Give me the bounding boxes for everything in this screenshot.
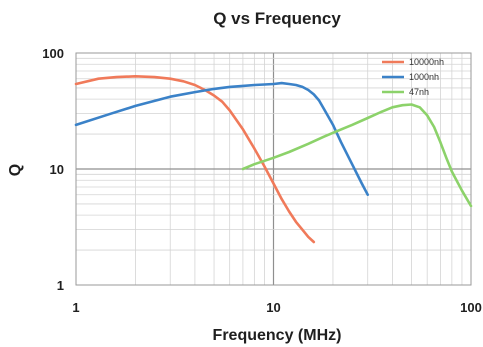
plot-frame: [75, 52, 472, 286]
y-tick-label: 10: [50, 162, 64, 177]
x-axis-label: Frequency (MHz): [213, 327, 342, 344]
series-line-47nh: [241, 103, 473, 208]
series-line-10000nh: [74, 75, 316, 244]
series-line-1000nh: [74, 81, 369, 196]
chart-title: Q vs Frequency: [213, 9, 341, 28]
legend-label-10000nh: 10000nh: [409, 57, 444, 67]
y-axis-label: Q: [7, 164, 24, 176]
y-tick-label: 1: [57, 278, 64, 293]
y-tick-label: 100: [42, 46, 64, 61]
series-group: [74, 75, 473, 244]
legend: 10000nh 1000nh 47nh: [382, 57, 444, 97]
x-tick-label: 10: [266, 300, 280, 315]
legend-label-1000nh: 1000nh: [409, 72, 439, 82]
x-tick-label: 100: [460, 300, 482, 315]
legend-label-47nh: 47nh: [409, 87, 429, 97]
tick-labels: 1 10 100 1 10 100: [42, 46, 482, 315]
x-tick-label: 1: [72, 300, 79, 315]
